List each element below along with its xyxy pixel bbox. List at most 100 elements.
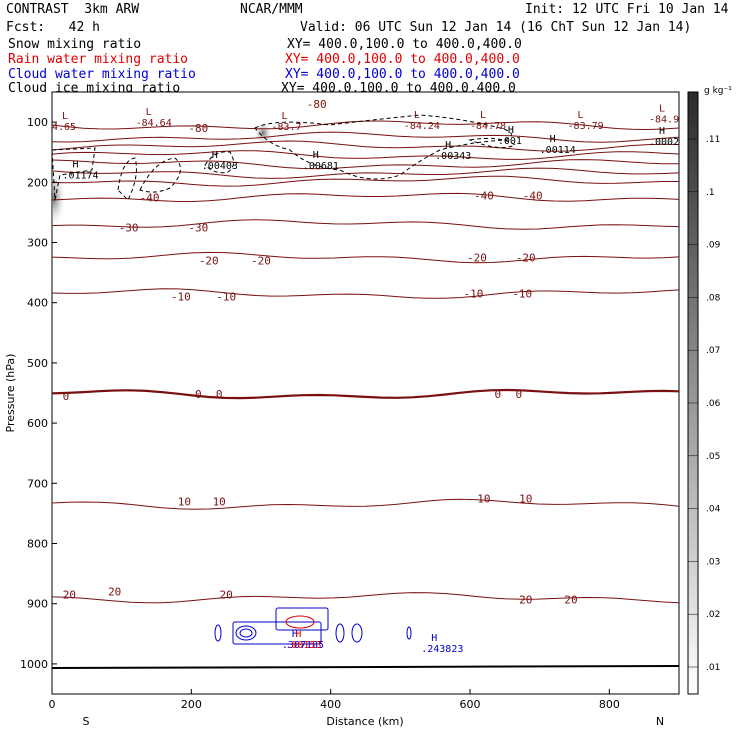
contour-label: -40 bbox=[523, 190, 543, 203]
low-marker: L bbox=[480, 110, 486, 121]
y-tick-label: 800 bbox=[27, 538, 48, 551]
contour-label: -20 bbox=[199, 255, 219, 268]
colorbar-label: .07 bbox=[706, 346, 720, 356]
low-marker: L bbox=[659, 103, 665, 114]
marker-value: .243823 bbox=[421, 644, 463, 655]
x-axis-end-label: N bbox=[656, 715, 664, 728]
field-cloudwater-xy: XY= 400.0,100.0 to 400.0,400.0 bbox=[285, 67, 520, 82]
low-marker: L bbox=[146, 107, 152, 118]
temperature-contour bbox=[52, 167, 679, 179]
contour-label: 0 bbox=[216, 388, 223, 401]
marker-value: .00153 bbox=[285, 640, 321, 651]
low-marker: L bbox=[281, 111, 287, 122]
colorbar-label: .03 bbox=[706, 557, 720, 567]
temperature-contour bbox=[52, 150, 679, 160]
forecast-hour: Fcst: 42 h bbox=[6, 20, 100, 35]
marker-value: -84.64 bbox=[136, 118, 172, 129]
high-marker: H bbox=[72, 159, 78, 170]
y-tick-label: 700 bbox=[27, 477, 48, 490]
marker-value: .01174 bbox=[62, 170, 98, 181]
field-snow-name: Snow mixing ratio bbox=[8, 37, 142, 52]
temperature-contour bbox=[52, 120, 679, 131]
rain-water-contour bbox=[285, 615, 315, 629]
x-axis-title: Distance (km) bbox=[326, 715, 403, 728]
valid-time: Valid: 06 UTC Sun 12 Jan 14 (16 ChT Sun … bbox=[300, 20, 692, 35]
colorbar-unit: g kg⁻¹ bbox=[704, 86, 732, 96]
contour-label: -40 bbox=[474, 190, 494, 203]
colorbar-label: .09 bbox=[706, 241, 721, 251]
contour-label: 20 bbox=[108, 586, 121, 599]
colorbar-label: .02 bbox=[706, 610, 720, 620]
high-marker: H bbox=[212, 150, 218, 161]
colorbar-label: .1 bbox=[706, 188, 715, 198]
x-axis-start-label: S bbox=[83, 715, 90, 728]
contour-label: -10 bbox=[512, 288, 532, 301]
contour-label: 10 bbox=[477, 492, 490, 505]
high-marker: H bbox=[313, 150, 319, 161]
contour-label: -20 bbox=[516, 252, 536, 265]
marker-value: .00114 bbox=[540, 145, 576, 156]
contour-label: 10 bbox=[178, 495, 191, 508]
field-rain-xy: XY= 400.0,100.0 to 400.0,400.0 bbox=[285, 52, 520, 67]
contour-label: -20 bbox=[251, 255, 271, 268]
x-tick-label: 800 bbox=[599, 698, 620, 711]
contour-label: -30 bbox=[119, 221, 139, 234]
high-marker: H bbox=[508, 125, 514, 136]
y-tick-label: 100 bbox=[27, 116, 48, 129]
y-tick-label: 300 bbox=[27, 237, 48, 250]
marker-value: -84.9 bbox=[649, 114, 679, 125]
temperature-contour bbox=[52, 131, 679, 143]
colorbar-label: .06 bbox=[706, 399, 721, 409]
marker-value: -84.24 bbox=[404, 121, 440, 132]
marker-value: -83.79 bbox=[568, 121, 604, 132]
colorbar-label: .05 bbox=[706, 452, 720, 462]
high-marker: H bbox=[431, 633, 437, 644]
contour-label: -10 bbox=[464, 288, 484, 301]
high-marker: H bbox=[292, 629, 298, 640]
y-tick-label: 600 bbox=[27, 417, 48, 430]
contour-label: 20 bbox=[564, 593, 577, 606]
colorbar-label: .04 bbox=[706, 505, 721, 515]
cloud-water-contour bbox=[214, 607, 412, 645]
marker-value: .387185 bbox=[282, 640, 324, 651]
x-tick-label: 600 bbox=[460, 698, 481, 711]
model-title: CONTRAST 3km ARW bbox=[6, 2, 140, 17]
x-tick-label: 200 bbox=[181, 698, 202, 711]
low-marker: L bbox=[414, 110, 420, 121]
field-cloudwater-name: Cloud water mixing ratio bbox=[8, 67, 196, 82]
y-tick-label: 400 bbox=[27, 297, 48, 310]
field-snow-xy: XY= 400.0,100.0 to 400.0,400.0 bbox=[287, 37, 522, 52]
temperature-contour bbox=[52, 140, 679, 152]
high-marker: H bbox=[445, 140, 451, 151]
high-marker: H bbox=[550, 134, 556, 145]
high-marker: H bbox=[295, 629, 301, 640]
contour-label: 0 bbox=[515, 388, 522, 401]
contour-label: 20 bbox=[63, 589, 76, 602]
contour-label: 10 bbox=[519, 492, 532, 505]
contour-label: -10 bbox=[216, 291, 236, 304]
contour-label: -30 bbox=[188, 221, 208, 234]
marker-value: .001 bbox=[498, 136, 522, 147]
contour-label: 20 bbox=[519, 593, 532, 606]
contour-label: 10 bbox=[213, 495, 226, 508]
contour-label: 0 bbox=[495, 388, 502, 401]
org-label: NCAR/MMM bbox=[240, 2, 303, 17]
marker-value: -84.78 bbox=[470, 121, 506, 132]
y-axis-title: Pressure (hPa) bbox=[4, 354, 17, 433]
high-marker: H bbox=[659, 126, 665, 137]
init-time: Init: 12 UTC Fri 10 Jan 14 bbox=[525, 2, 729, 17]
colorbar-label: .11 bbox=[706, 135, 720, 145]
contour-label: 20 bbox=[220, 589, 233, 602]
contour-label: 0 bbox=[195, 388, 202, 401]
y-tick-label: 200 bbox=[27, 176, 48, 189]
marker-value: -83.7 bbox=[271, 122, 301, 133]
temperature-contour bbox=[52, 219, 679, 230]
contour-label: -40 bbox=[140, 191, 160, 204]
temperature-contour bbox=[52, 498, 679, 510]
temperature-contour bbox=[52, 388, 679, 400]
y-tick-label: 900 bbox=[27, 598, 48, 611]
x-tick-label: 400 bbox=[320, 698, 341, 711]
cloud-ice-contour bbox=[52, 114, 517, 201]
colorbar-label: .08 bbox=[706, 293, 721, 303]
